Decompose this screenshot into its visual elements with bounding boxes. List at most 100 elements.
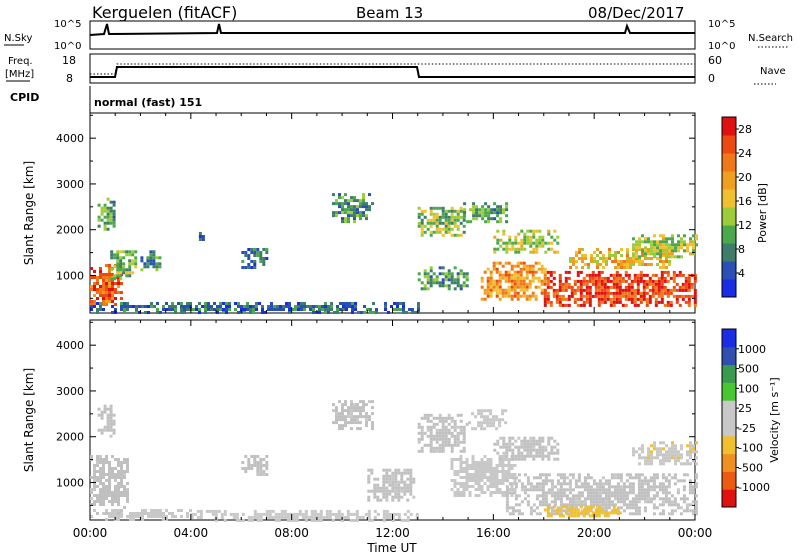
- data-cell: [670, 476, 674, 480]
- data-cell: [659, 450, 662, 454]
- data-cell: [126, 458, 129, 461]
- data-cell: [324, 302, 327, 305]
- data-cell: [297, 305, 300, 308]
- data-cell: [648, 282, 652, 286]
- data-cell: [129, 512, 132, 515]
- data-cell: [96, 279, 99, 282]
- data-cell: [112, 209, 116, 213]
- data-cell: [459, 461, 463, 464]
- data-cell: [244, 266, 248, 269]
- data-cell: [508, 445, 512, 449]
- data-cell: [687, 288, 691, 292]
- data-cell: [670, 503, 674, 507]
- data-cell: [96, 458, 99, 461]
- data-cell: [373, 489, 377, 493]
- data-cell: [632, 248, 635, 251]
- data-cell: [561, 282, 565, 286]
- data-cell: [508, 238, 512, 242]
- data-cell: [109, 215, 113, 219]
- data-cell: [532, 509, 536, 513]
- data-cell: [385, 495, 389, 499]
- data-cell: [667, 485, 671, 489]
- data-cell: [689, 243, 692, 247]
- data-cell: [591, 514, 595, 518]
- data-cell: [607, 488, 611, 492]
- data-cell: [535, 506, 539, 510]
- data-cell: [588, 285, 592, 289]
- data-cell: [450, 467, 454, 470]
- data-cell: [456, 440, 460, 444]
- data-cell: [624, 297, 628, 301]
- data-cell: [677, 246, 680, 250]
- data-cell: [447, 215, 451, 219]
- data-cell: [508, 241, 512, 245]
- data-cell: [350, 412, 353, 416]
- data-cell: [441, 422, 445, 426]
- data-cell: [256, 518, 260, 522]
- data-cell: [93, 464, 96, 467]
- data-cell: [246, 302, 249, 305]
- data-cell: [365, 403, 368, 407]
- data-cell: [99, 455, 102, 458]
- data-cell: [347, 208, 350, 212]
- data-cell: [459, 419, 463, 423]
- data-cell: [627, 288, 631, 292]
- data-cell: [611, 260, 614, 263]
- data-cell: [561, 285, 565, 289]
- data-cell: [400, 489, 404, 493]
- data-cell: [558, 276, 562, 280]
- data-cell: [662, 456, 665, 460]
- data-cell: [585, 279, 589, 283]
- data-cell: [117, 497, 120, 500]
- data-cell: [600, 279, 604, 283]
- data-cell: [604, 509, 608, 513]
- data-cell: [662, 459, 665, 463]
- data-cell: [594, 279, 598, 283]
- data-cell: [492, 482, 496, 485]
- data-cell: [644, 462, 647, 466]
- data-cell: [365, 424, 368, 428]
- data-cell: [456, 458, 460, 461]
- data-cell: [186, 302, 189, 305]
- data-cell: [174, 515, 177, 518]
- data-cell: [652, 479, 656, 483]
- data-cell: [106, 206, 110, 210]
- data-cell: [415, 512, 419, 516]
- data-cell: [96, 288, 99, 291]
- data-cell: [631, 485, 635, 489]
- data-cell: [556, 448, 560, 452]
- data-cell: [492, 470, 496, 473]
- data-cell: [105, 497, 108, 500]
- data-cell: [538, 500, 542, 504]
- data-cell: [651, 282, 655, 286]
- data-cell: [535, 238, 539, 242]
- data-cell: [108, 461, 111, 464]
- data-cell: [603, 276, 607, 280]
- data-cell: [513, 479, 517, 482]
- data-cell: [622, 497, 626, 501]
- data-cell: [496, 211, 500, 215]
- data-cell: [90, 288, 93, 291]
- data-cell: [564, 505, 568, 509]
- data-cell: [117, 470, 120, 473]
- data-cell: [247, 254, 251, 257]
- data-cell: [341, 424, 344, 428]
- data-cell: [344, 415, 347, 419]
- data-cell: [523, 448, 527, 452]
- data-cell: [504, 421, 508, 425]
- data-cell: [341, 211, 344, 215]
- data-cell: [652, 476, 656, 480]
- data-cell: [109, 221, 113, 225]
- data-cell: [273, 305, 276, 308]
- data-cell: [335, 406, 338, 410]
- data-cell: [550, 235, 554, 239]
- data-cell: [619, 506, 623, 510]
- data-cell: [638, 237, 641, 241]
- data-cell: [568, 500, 572, 504]
- data-cell: [519, 276, 523, 280]
- data-cell: [498, 455, 502, 458]
- data-cell: [525, 264, 529, 268]
- data-cell: [657, 282, 661, 286]
- data-cell: [649, 479, 653, 483]
- data-cell: [689, 456, 692, 460]
